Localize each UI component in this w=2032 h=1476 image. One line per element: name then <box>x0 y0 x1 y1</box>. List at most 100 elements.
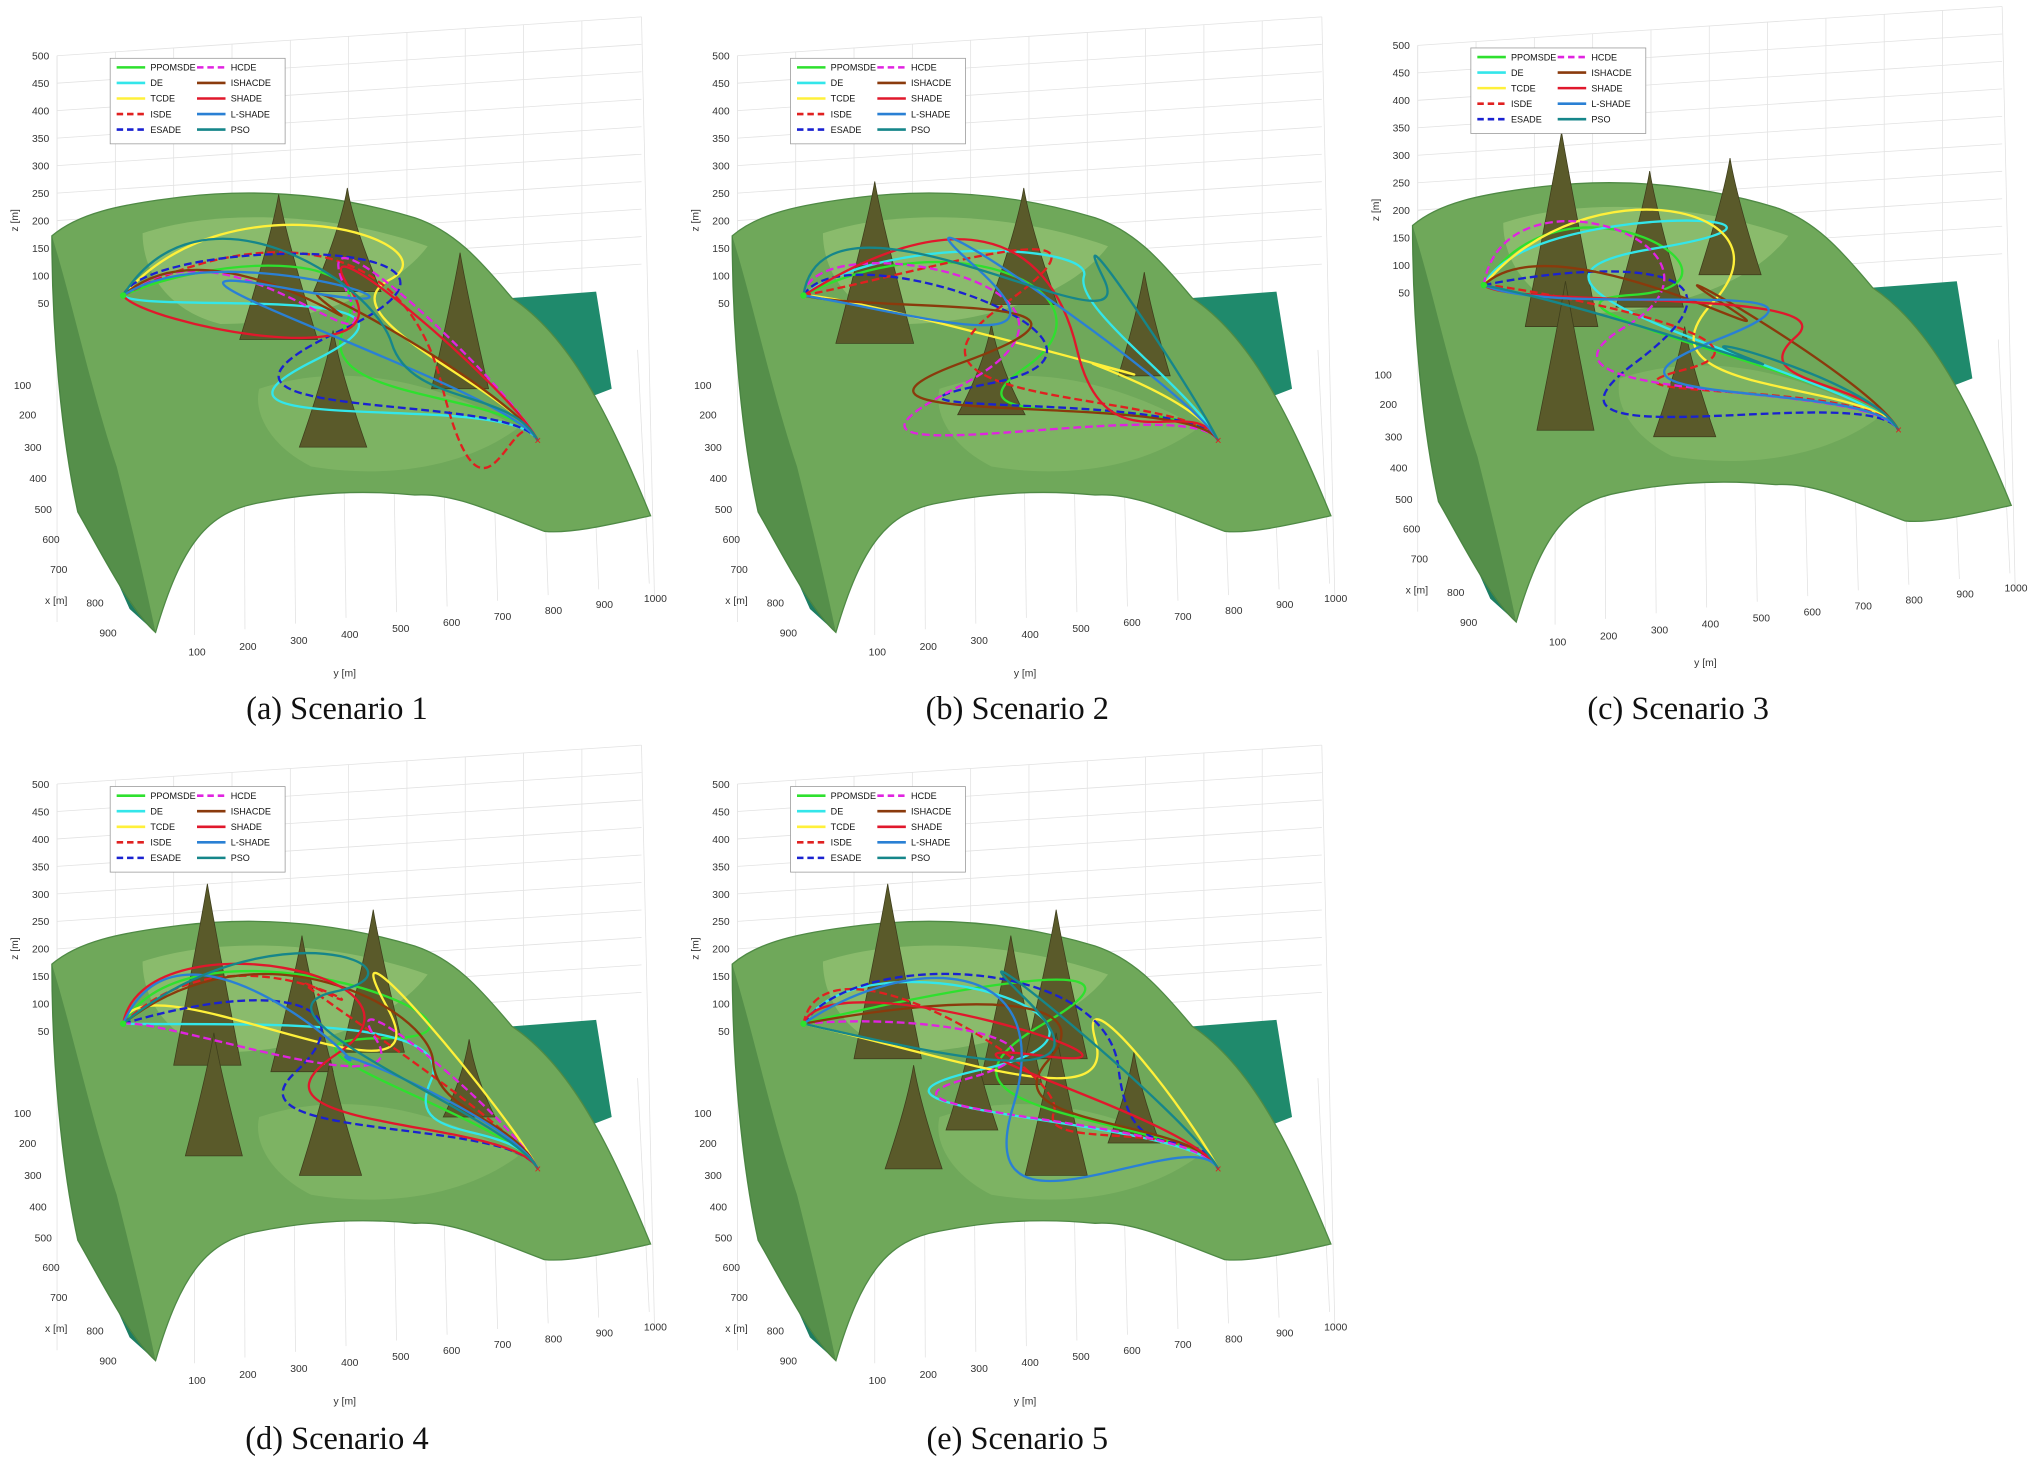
start-point <box>119 292 127 299</box>
y-axis-label: y [m] <box>334 1397 357 1408</box>
x-tick-label: 400 <box>710 1202 728 1213</box>
y-tick-label: 100 <box>869 1376 887 1387</box>
z-tick-label: 350 <box>712 862 730 873</box>
path-line <box>122 252 539 442</box>
end-point: × <box>1215 434 1222 447</box>
path-line <box>803 248 1220 442</box>
x-tick-label: 500 <box>1395 495 1413 506</box>
y-tick-label: 300 <box>971 636 989 647</box>
x-tick-label: 100 <box>1375 370 1393 381</box>
panel-caption: (b) Scenario 2 <box>926 691 1109 727</box>
path-line <box>122 1018 539 1170</box>
end-point: × <box>1215 1163 1222 1176</box>
x-tick-label: 100 <box>14 381 32 392</box>
x-axis-label: x [m] <box>1406 586 1429 597</box>
legend-label: SHADE <box>911 94 942 104</box>
grid-line <box>737 126 1322 167</box>
x-tick-label: 600 <box>42 1263 60 1274</box>
legend-label: PSO <box>231 125 250 135</box>
legend-label: TCDE <box>1511 83 1536 93</box>
path-line <box>802 977 1220 1183</box>
legend-label: TCDE <box>831 822 856 832</box>
y-tick-label: 100 <box>869 648 887 659</box>
grid-line <box>737 744 1322 785</box>
y-tick-label: 900 <box>1276 1328 1294 1339</box>
z-axis-label: z [m] <box>691 209 702 232</box>
z-axis-label: z [m] <box>10 209 21 232</box>
y-axis-label: y [m] <box>334 668 357 679</box>
path-line <box>122 973 539 1170</box>
start-point <box>1480 281 1488 289</box>
x-tick-label: 600 <box>42 535 60 546</box>
z-tick-label: 400 <box>712 107 730 118</box>
legend-label: PPOMSDE <box>831 63 876 73</box>
x-tick-label: 900 <box>780 1357 798 1368</box>
y-tick-label: 100 <box>188 1376 206 1387</box>
x-tick-label: 500 <box>715 1233 733 1244</box>
legend-label: ESADE <box>150 853 181 863</box>
x-tick-label: 900 <box>1460 618 1478 629</box>
x-axis-label: x [m] <box>725 1324 748 1335</box>
z-tick-label: 200 <box>712 216 730 227</box>
z-tick-label: 300 <box>32 890 50 901</box>
x-tick-label: 700 <box>1411 554 1429 565</box>
path-line <box>1483 284 1900 431</box>
x-tick-label: 900 <box>99 628 117 639</box>
grid-line <box>641 745 655 1325</box>
legend-label: ISHACDE <box>231 806 271 816</box>
x-tick-label: 800 <box>1447 588 1465 599</box>
grid-line <box>57 854 642 895</box>
x-tick-label: 200 <box>19 1139 37 1150</box>
x-tick-label: 200 <box>19 411 37 422</box>
z-tick-label: 200 <box>1393 206 1411 217</box>
x-tick-label: 700 <box>50 565 68 576</box>
x-tick-label: 600 <box>1403 525 1421 536</box>
z-tick-label: 500 <box>712 780 730 791</box>
z-tick-label: 400 <box>32 835 50 846</box>
legend-label: TCDE <box>150 94 175 104</box>
obstacle-peak <box>1024 1032 1088 1176</box>
legend-label: SHADE <box>911 822 942 832</box>
legend-label: HCDE <box>231 63 257 73</box>
z-tick-label: 200 <box>32 945 50 956</box>
path-line <box>803 236 1220 442</box>
y-tick-label: 200 <box>239 1370 257 1381</box>
z-tick-label: 250 <box>712 917 730 928</box>
x-tick-label: 800 <box>767 598 785 609</box>
y-axis-label: y [m] <box>1014 668 1037 679</box>
end-point: × <box>1895 424 1902 437</box>
legend-label: TCDE <box>150 822 175 832</box>
z-tick-label: 450 <box>32 807 50 818</box>
z-tick-label: 300 <box>32 162 50 173</box>
y-tick-label: 800 <box>1225 1334 1243 1345</box>
legend-label: L-SHADE <box>911 109 950 119</box>
x-tick-label: 600 <box>723 535 741 546</box>
y-tick-label: 1000 <box>1324 594 1347 605</box>
y-tick-label: 900 <box>1276 600 1294 611</box>
y-tick-label: 1000 <box>644 1322 667 1333</box>
grid-line <box>57 882 642 922</box>
y-tick-label: 400 <box>1021 1358 1039 1369</box>
obstacle-peak <box>1653 326 1717 438</box>
x-tick-label: 400 <box>1390 464 1408 475</box>
legend-label: PPOMSDE <box>150 791 195 801</box>
path-line <box>122 257 539 442</box>
z-tick-label: 350 <box>32 862 50 873</box>
panel: × 500 450 400 350 300 250 200 150 100 50 100 200 300 4… <box>691 16 1347 679</box>
x-tick-label: 200 <box>1380 400 1398 411</box>
y-tick-label: 300 <box>1651 625 1669 636</box>
y-tick-label: 700 <box>1174 1340 1192 1351</box>
y-tick-label: 600 <box>443 1346 461 1357</box>
grid-line <box>57 126 642 167</box>
z-tick-label: 100 <box>712 271 730 282</box>
end-point: × <box>534 1163 541 1176</box>
start-point <box>800 1020 807 1027</box>
terrain-shade <box>1412 225 1517 623</box>
legend-label: ESADE <box>831 853 862 863</box>
legend-label: DE <box>1511 68 1524 78</box>
y-tick-label: 700 <box>1174 612 1192 623</box>
x-axis-label: x [m] <box>725 596 748 607</box>
obstacle-peak <box>1107 1052 1161 1144</box>
z-tick-label: 500 <box>32 780 50 791</box>
